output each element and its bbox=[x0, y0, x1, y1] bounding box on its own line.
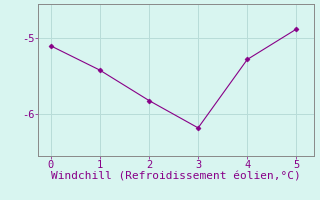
X-axis label: Windchill (Refroidissement éolien,°C): Windchill (Refroidissement éolien,°C) bbox=[51, 172, 301, 182]
